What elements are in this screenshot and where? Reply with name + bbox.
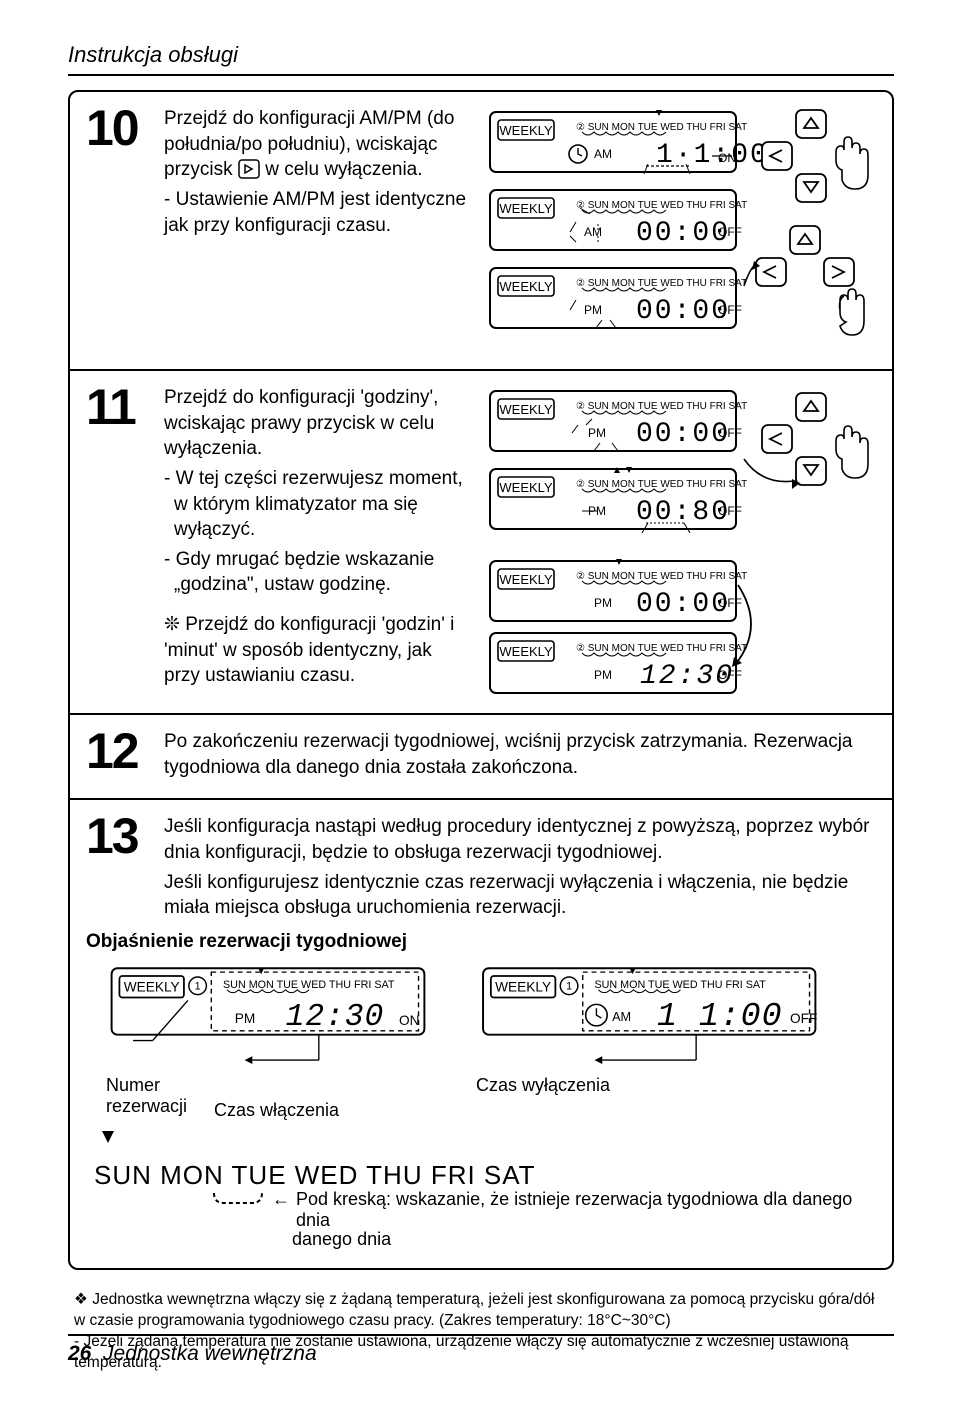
step-11-p1: Przejdź do konfiguracji 'godziny', wcisk… [164, 385, 472, 462]
svg-text:AM: AM [594, 147, 612, 161]
label-off-time: Czas wyłączenia [476, 1075, 610, 1095]
step-number: 13 [86, 814, 164, 921]
svg-text:00:00: 00:00 [636, 419, 730, 450]
svg-text:② SUN MON TUE WED THU FRI SAT: ② SUN MON TUE WED THU FRI SAT [576, 479, 747, 490]
step-13-p2: Jeśli konfigurujesz identycznie czas rez… [164, 870, 876, 921]
svg-text:OFF: OFF [718, 596, 742, 610]
svg-text:SUN MON TUE WED THU FRI SAT: SUN MON TUE WED THU FRI SAT [594, 979, 766, 991]
tue-underline-icon [210, 1189, 266, 1209]
step-13: 13 Jeśli konfiguracja nastąpi według pro… [70, 800, 892, 1268]
svg-text:1 1:00: 1 1:00 [657, 997, 782, 1035]
svg-text:ON: ON [399, 1013, 420, 1028]
step-number: 12 [86, 729, 164, 780]
svg-text:② SUN MON TUE WED THU FRI SAT: ② SUN MON TUE WED THU FRI SAT [576, 122, 747, 133]
svg-text:WEEKLY: WEEKLY [124, 980, 180, 995]
svg-text:WEEKLY: WEEKLY [499, 279, 553, 294]
button-icon [238, 159, 260, 179]
footnote-1: ❖ Jednostka wewnętrzna włączy się z żąda… [74, 1290, 888, 1332]
step-12-text: Po zakończeniu rezerwacji tygodniowej, w… [164, 729, 876, 780]
svg-text:00:00: 00:00 [636, 296, 730, 327]
svg-text:1: 1 [566, 981, 572, 993]
svg-text:WEEKLY: WEEKLY [499, 644, 553, 659]
step-number: 10 [86, 106, 164, 351]
step-11-p2: - W tej części rezerwujesz moment, w któ… [174, 466, 472, 543]
explanation-diagram: WEEKLY 1 SUN MON TUE WED THU FRI SAT PM … [86, 961, 876, 1081]
down-arrow-icon [100, 1129, 116, 1147]
svg-text:1: 1 [195, 981, 201, 993]
svg-text:AM: AM [612, 1010, 631, 1024]
svg-text:② SUN MON TUE WED THU FRI SAT: ② SUN MON TUE WED THU FRI SAT [576, 278, 747, 289]
label-reservation-number: Numer rezerwacji [106, 1075, 206, 1118]
svg-text:WEEKLY: WEEKLY [495, 980, 551, 995]
label-on-time: Czas włączenia [214, 1100, 339, 1121]
svg-text:12:30: 12:30 [286, 1000, 385, 1035]
svg-text:ON: ON [718, 151, 736, 165]
step-10-line1: Przejdź do konfiguracji AM/PM (do połudn… [164, 106, 472, 183]
page-number: 26 [68, 1342, 91, 1365]
svg-text:PM: PM [588, 426, 606, 440]
svg-text:② SUN MON TUE WED THU FRI SAT: ② SUN MON TUE WED THU FRI SAT [576, 571, 747, 582]
svg-text:PM: PM [594, 668, 612, 682]
svg-text:OFF: OFF [718, 426, 742, 440]
svg-text:WEEKLY: WEEKLY [499, 572, 553, 587]
svg-text:OFF: OFF [718, 504, 742, 518]
svg-text:WEEKLY: WEEKLY [499, 480, 553, 495]
svg-text:WEEKLY: WEEKLY [499, 402, 553, 417]
step-10-line2: - Ustawienie AM/PM jest identyczne jak p… [164, 187, 472, 238]
main-instruction-box: 10 Przejdź do konfiguracji AM/PM (do poł… [68, 90, 894, 1270]
svg-text:OFF: OFF [718, 668, 742, 682]
svg-text:AM: AM [584, 225, 602, 239]
step-11-p3: - Gdy mrugać będzie wskazanie „godzina",… [174, 547, 472, 598]
svg-text:00:00: 00:00 [636, 218, 730, 249]
svg-text:OFF: OFF [718, 303, 742, 317]
svg-text:② SUN MON TUE WED THU FRI SAT: ② SUN MON TUE WED THU FRI SAT [576, 200, 747, 211]
days-list: SUN MON TUE WED THU FRI SAT [86, 1160, 876, 1191]
step-12: 12 Po zakończeniu rezerwacji tygodniowej… [70, 715, 892, 800]
svg-text:SUN MON TUE WED THU FRI SAT: SUN MON TUE WED THU FRI SAT [223, 979, 395, 991]
step-10: 10 Przejdź do konfiguracji AM/PM (do poł… [70, 92, 892, 371]
svg-text:OFF: OFF [790, 1011, 817, 1026]
svg-text:PM: PM [235, 1011, 256, 1026]
step-13-p1: Jeśli konfiguracja nastąpi według proced… [164, 814, 876, 865]
step-11-p4: ❊ Przejdź do konfiguracji 'godzin' i 'mi… [164, 612, 472, 689]
step-11-figure: WEEKLY ② SUN MON TUE WED THU FRI SAT PM … [486, 385, 876, 695]
explanation-title: Objaśnienie rezerwacji tygodniowej [86, 931, 876, 953]
svg-text:② SUN MON TUE WED THU FRI SAT: ② SUN MON TUE WED THU FRI SAT [576, 643, 747, 654]
svg-text:WEEKLY: WEEKLY [499, 201, 553, 216]
under-note: Pod kreską: wskazanie, że istnieje rezer… [296, 1189, 876, 1231]
under-note-cont: danego dnia [86, 1229, 876, 1250]
svg-text:PM: PM [594, 596, 612, 610]
page-header-title: Instrukcja obsługi [68, 42, 238, 67]
svg-text:PM: PM [584, 303, 602, 317]
step-11: 11 Przejdź do konfiguracji 'godziny', wc… [70, 371, 892, 715]
svg-text:WEEKLY: WEEKLY [499, 123, 553, 138]
svg-text:OFF: OFF [718, 225, 742, 239]
step-number: 11 [86, 385, 164, 695]
svg-text:② SUN MON TUE WED THU FRI SAT: ② SUN MON TUE WED THU FRI SAT [576, 401, 747, 412]
svg-text:00:00: 00:00 [636, 589, 730, 620]
footer-label: Jednostka wewnętrzna [103, 1342, 317, 1365]
step-10-figure: WEEKLY ② SUN MON TUE WED THU FRI SAT AM … [486, 106, 876, 351]
page-footer: 26 Jednostka wewnętrzna [68, 1334, 894, 1366]
